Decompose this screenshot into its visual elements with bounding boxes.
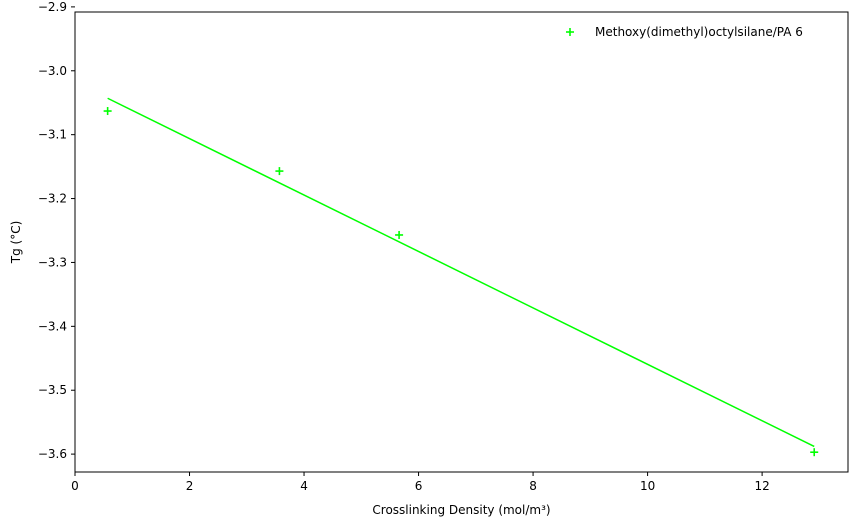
y-tick-label: −3.3 — [38, 255, 67, 269]
fit-line — [107, 97, 815, 448]
x-tick-label: 8 — [529, 479, 537, 493]
legend: Methoxy(dimethyl)octylsilane/PA 6 — [566, 25, 803, 39]
x-tick-label: 10 — [640, 479, 655, 493]
y-tick-label: −3.4 — [38, 319, 67, 333]
y-tick-label: −3.2 — [38, 192, 67, 206]
x-tick-label: 12 — [754, 479, 769, 493]
x-axis-label: Crosslinking Density (mol/m³) — [372, 503, 550, 517]
legend-label: Methoxy(dimethyl)octylsilane/PA 6 — [595, 25, 803, 39]
x-axis-ticks: 0 2 4 6 8 10 12 — [71, 472, 770, 493]
data-point — [395, 230, 404, 239]
data-point — [810, 448, 819, 457]
data-point — [275, 167, 284, 176]
legend-marker-plus — [566, 28, 574, 36]
legend-plus-icon — [566, 28, 574, 36]
data-point — [103, 107, 112, 116]
x-tick-label: 0 — [71, 479, 79, 493]
x-tick-label: 6 — [415, 479, 423, 493]
y-tick-label: −3.0 — [38, 64, 67, 78]
y-tick-label: −2.9 — [38, 0, 67, 14]
x-tick-label: 4 — [300, 479, 308, 493]
y-axis-ticks: −2.9 −3.0 −3.1 −3.2 −3.3 −3.4 −3.5 −3.6 — [38, 0, 75, 461]
fit-line-group — [107, 97, 815, 448]
y-tick-label: −3.6 — [38, 447, 67, 461]
axes: 0 2 4 6 8 10 12 −2.9 −3.0 −3.1 −3.2 −3.3 −3.4 −3.5 −3… — [38, 0, 849, 493]
x-tick-label: 2 — [186, 479, 194, 493]
data-points — [103, 107, 819, 457]
plot-frame — [74, 11, 849, 473]
y-tick-label: −3.5 — [38, 383, 67, 397]
y-tick-label: −3.1 — [38, 128, 67, 142]
y-axis-label: Tg (°C) — [9, 221, 23, 265]
